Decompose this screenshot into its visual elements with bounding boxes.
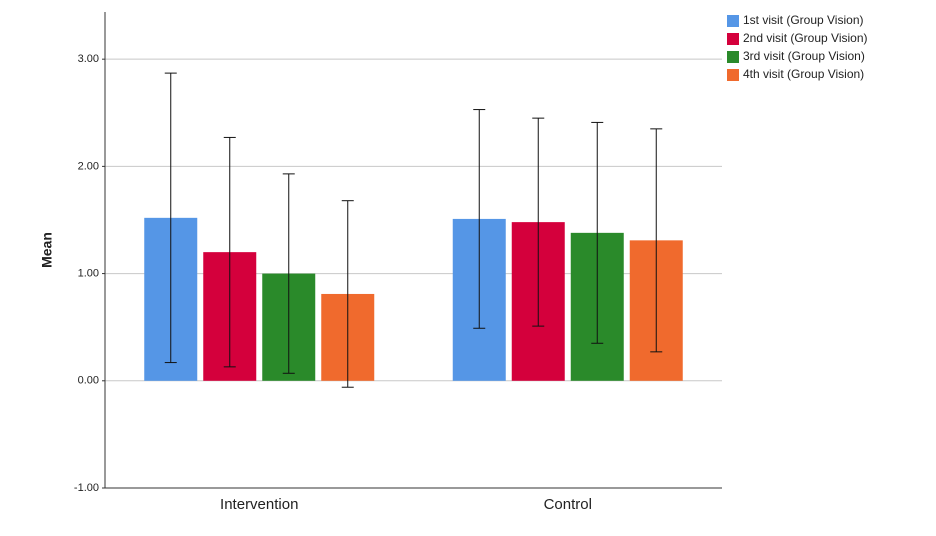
y-axis-label: Mean bbox=[39, 232, 55, 268]
y-tick-label: 0.00 bbox=[78, 375, 99, 387]
legend-label: 2nd visit (Group Vision) bbox=[743, 31, 868, 45]
legend-swatch bbox=[727, 15, 739, 27]
legend-swatch bbox=[727, 33, 739, 45]
x-tick-label: Control bbox=[544, 496, 592, 513]
legend-swatch bbox=[727, 69, 739, 81]
legend-swatch bbox=[727, 51, 739, 63]
legend-label: 3rd visit (Group Vision) bbox=[743, 49, 865, 63]
legend-label: 1st visit (Group Vision) bbox=[743, 13, 864, 27]
y-tick-label: 1.00 bbox=[78, 267, 99, 279]
legend-label: 4th visit (Group Vision) bbox=[743, 67, 864, 81]
y-tick-label: 2.00 bbox=[78, 160, 99, 172]
y-tick-label: 3.00 bbox=[78, 53, 99, 65]
y-tick-label: -1.00 bbox=[74, 482, 99, 494]
x-tick-label: Intervention bbox=[220, 496, 298, 513]
